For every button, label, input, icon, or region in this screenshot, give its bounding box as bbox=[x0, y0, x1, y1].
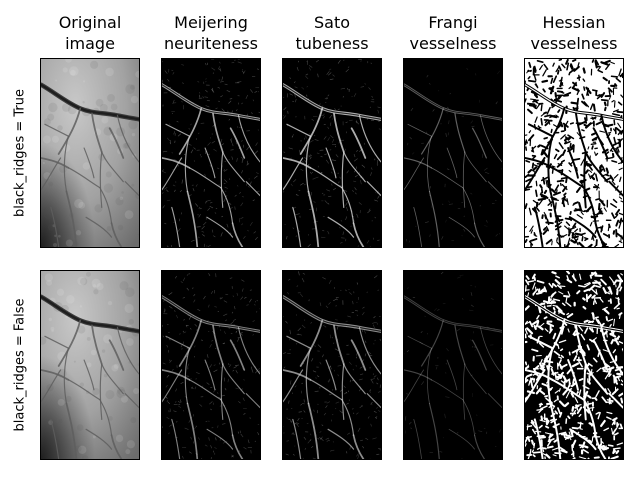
image-meijering-row-0 bbox=[162, 59, 260, 247]
panel-meijering-row-0 bbox=[161, 58, 261, 248]
image-frangi-row-0 bbox=[404, 59, 502, 247]
image-sato-row-0 bbox=[283, 59, 381, 247]
column-title-hessian: Hessian vesselness bbox=[530, 13, 618, 53]
column-title-meijering: Meijering neuriteness bbox=[164, 13, 258, 53]
image-original-row-0 bbox=[41, 59, 139, 247]
column-title-frangi: Frangi vesselness bbox=[409, 13, 497, 53]
column-title-original: Original image bbox=[58, 13, 122, 53]
column-title-sato: Sato tubeness bbox=[295, 13, 369, 53]
panel-frangi-row-1 bbox=[403, 270, 503, 460]
image-hessian-row-1 bbox=[525, 271, 623, 459]
panel-hessian-row-0 bbox=[524, 58, 624, 248]
row-label-1: black_ridges = False bbox=[12, 298, 28, 432]
image-hessian-row-0 bbox=[525, 59, 623, 247]
image-sato-row-1 bbox=[283, 271, 381, 459]
panel-meijering-row-1 bbox=[161, 270, 261, 460]
image-original-row-1 bbox=[41, 271, 139, 459]
panel-sato-row-1 bbox=[282, 270, 382, 460]
panel-frangi-row-0 bbox=[403, 58, 503, 248]
image-meijering-row-1 bbox=[162, 271, 260, 459]
panel-sato-row-0 bbox=[282, 58, 382, 248]
panel-hessian-row-1 bbox=[524, 270, 624, 460]
row-label-0: black_ridges = True bbox=[12, 88, 28, 218]
panel-original-row-1 bbox=[40, 270, 140, 460]
panel-original-row-0 bbox=[40, 58, 140, 248]
image-frangi-row-1 bbox=[404, 271, 502, 459]
